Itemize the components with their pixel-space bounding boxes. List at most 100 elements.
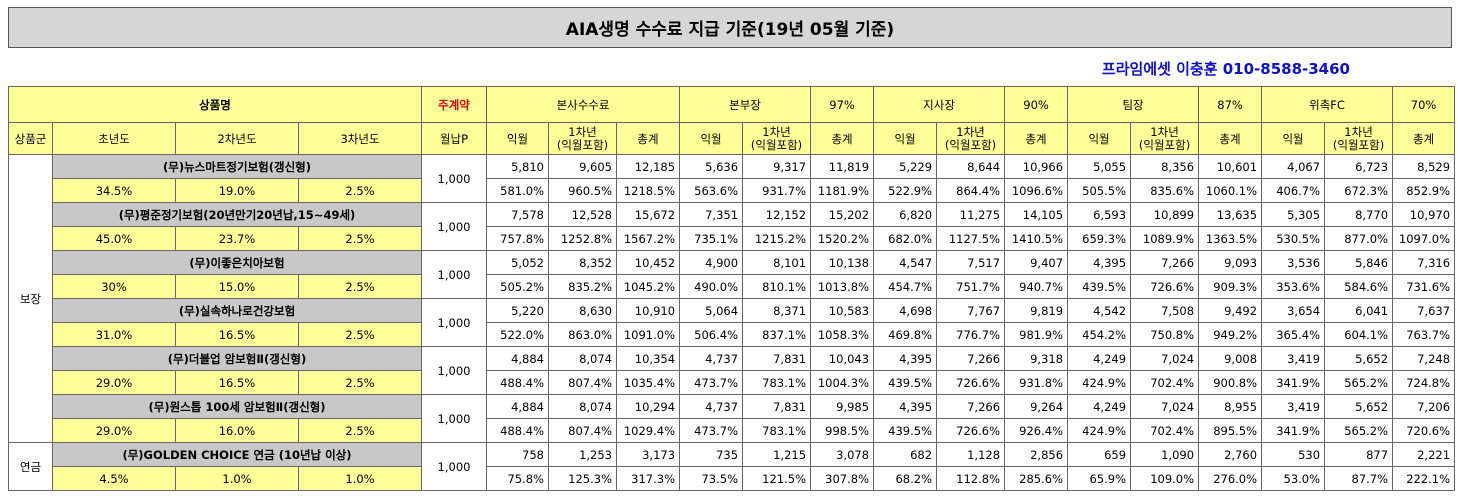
commission-rate: 735.1% bbox=[679, 226, 744, 251]
commission-rate: 75.8% bbox=[486, 466, 549, 491]
commission-rate: 726.6% bbox=[1130, 274, 1200, 299]
year-rate-y3: 2.5% bbox=[298, 226, 422, 251]
year-rate-y3: 2.5% bbox=[298, 418, 422, 443]
commission-amount: 1,128 bbox=[936, 442, 1006, 467]
commission-amount: 7,266 bbox=[936, 346, 1006, 371]
year-rate-y1: 29.0% bbox=[52, 370, 176, 395]
product-amount-row: 보장 (무)뉴스마트정기보험(갱신형) 1,000 5,810 9,605 12,185 5… bbox=[8, 154, 1456, 443]
monthly-premium: 1,000 bbox=[421, 394, 487, 443]
commission-rate: 353.6% bbox=[1261, 274, 1326, 299]
commission-rate: 931.8% bbox=[1004, 370, 1069, 395]
year-rate-y1: 31.0% bbox=[52, 322, 176, 347]
header-tier-hq: 본사수수료 bbox=[485, 86, 681, 123]
commission-amount: 11,819 bbox=[810, 154, 875, 179]
commission-rate: 1058.3% bbox=[810, 322, 875, 347]
subheader-first-year-line1: 1차년 bbox=[568, 124, 597, 139]
monthly-premium: 1,000 bbox=[421, 202, 487, 251]
commission-rate: 1091.0% bbox=[615, 322, 681, 347]
year-rate-y3: 2.5% bbox=[298, 178, 422, 203]
product-amount-row: (무)더블업 암보험Ⅱ(갱신형) 1,000 4,884 8,074 10,354 4,7… bbox=[9, 346, 1456, 395]
product-rate-row: 34.5% 19.0% 2.5% 581.0% 960.5% 1218.5% 563.6% 9… bbox=[9, 178, 1456, 203]
commission-amount: 5,055 bbox=[1067, 154, 1132, 179]
product-name: (무)뉴스마트정기보험(갱신형) bbox=[52, 154, 422, 179]
commission-rate: 469.8% bbox=[873, 322, 938, 347]
commission-amount: 9,008 bbox=[1198, 346, 1263, 371]
commission-amount: 8,371 bbox=[742, 298, 812, 323]
commission-amount: 5,220 bbox=[486, 298, 549, 323]
year-rate-y1: 29.0% bbox=[52, 418, 176, 443]
commission-rate: 1029.4% bbox=[615, 418, 681, 443]
year-rate-y2: 16.5% bbox=[175, 370, 299, 395]
commission-rate: 807.4% bbox=[548, 370, 617, 395]
product-name: (무)평준정기보험(20년만기20년납,15~49세) bbox=[52, 202, 422, 227]
commission-amount: 10,452 bbox=[615, 250, 681, 275]
commission-amount: 2,760 bbox=[1198, 442, 1263, 467]
commission-rate: 895.5% bbox=[1198, 418, 1263, 443]
commission-rate: 981.9% bbox=[1004, 322, 1069, 347]
commission-amount: 5,652 bbox=[1324, 394, 1394, 419]
commission-rate: 565.2% bbox=[1324, 370, 1394, 395]
commission-amount: 8,074 bbox=[548, 346, 617, 371]
commission-amount: 1,090 bbox=[1130, 442, 1200, 467]
subheader-next-month: 익월 bbox=[679, 122, 744, 155]
commission-amount: 4,698 bbox=[873, 298, 938, 323]
commission-amount: 8,644 bbox=[936, 154, 1006, 179]
commission-amount: 9,819 bbox=[1004, 298, 1069, 323]
commission-amount: 659 bbox=[1067, 442, 1132, 467]
commission-rate: 1013.8% bbox=[810, 274, 875, 299]
commission-rate: 473.7% bbox=[679, 418, 744, 443]
commission-amount: 6,723 bbox=[1324, 154, 1394, 179]
commission-rate: 65.9% bbox=[1067, 466, 1132, 491]
commission-rate: 783.1% bbox=[742, 370, 812, 395]
commission-rate: 341.9% bbox=[1261, 370, 1326, 395]
subheader-next-month: 익월 bbox=[486, 122, 549, 155]
product-amount-row: 연금 (무)GOLDEN CHOICE 연금 (10년납 이상) 1,000 758 1… bbox=[8, 442, 1456, 491]
commission-rate: 406.7% bbox=[1261, 178, 1326, 203]
commission-amount: 10,354 bbox=[615, 346, 681, 371]
subheader-total: 총계 bbox=[810, 122, 875, 155]
commission-rate: 505.5% bbox=[1067, 178, 1132, 203]
commission-rate: 276.0% bbox=[1198, 466, 1263, 491]
year-rate-y2: 15.0% bbox=[175, 274, 299, 299]
commission-rate: 1567.2% bbox=[615, 226, 681, 251]
commission-amount: 7,767 bbox=[936, 298, 1006, 323]
commission-rate: 454.2% bbox=[1067, 322, 1132, 347]
commission-rate: 931.7% bbox=[742, 178, 812, 203]
commission-amount: 7,351 bbox=[679, 202, 744, 227]
subheader-first-year-line1: 1차년 bbox=[762, 124, 791, 139]
commission-amount: 9,492 bbox=[1198, 298, 1263, 323]
commission-amount: 14,105 bbox=[1004, 202, 1069, 227]
commission-amount: 4,542 bbox=[1067, 298, 1132, 323]
commission-amount: 6,820 bbox=[873, 202, 938, 227]
commission-amount: 10,583 bbox=[810, 298, 875, 323]
product-group-label: 연금 bbox=[8, 442, 53, 491]
commission-rate: 1089.9% bbox=[1130, 226, 1200, 251]
product-name: (무)이좋은치아보험 bbox=[52, 250, 422, 275]
commission-amount: 735 bbox=[679, 442, 744, 467]
commission-amount: 8,356 bbox=[1130, 154, 1200, 179]
header-group: 상품군 bbox=[8, 122, 53, 155]
commission-amount: 3,078 bbox=[810, 442, 875, 467]
commission-rate: 439.5% bbox=[873, 370, 938, 395]
commission-amount: 10,601 bbox=[1198, 154, 1263, 179]
header-tier-division-pct: 97% bbox=[810, 86, 875, 123]
commission-amount: 8,770 bbox=[1324, 202, 1394, 227]
commission-rate: 424.9% bbox=[1067, 370, 1132, 395]
year-rate-y1: 34.5% bbox=[52, 178, 176, 203]
commission-rate: 1097.0% bbox=[1392, 226, 1456, 251]
commission-rate: 751.7% bbox=[936, 274, 1006, 299]
commission-rate: 73.5% bbox=[679, 466, 744, 491]
commission-rate: 900.8% bbox=[1198, 370, 1263, 395]
commission-rate: 68.2% bbox=[873, 466, 938, 491]
year-rate-y1: 4.5% bbox=[52, 466, 176, 491]
subheader-first-year: 1차년 (익월포함) bbox=[742, 122, 812, 155]
commission-amount: 10,043 bbox=[810, 346, 875, 371]
subheader-next-month: 익월 bbox=[1261, 122, 1326, 155]
commission-rate: 522.0% bbox=[486, 322, 549, 347]
commission-amount: 9,093 bbox=[1198, 250, 1263, 275]
commission-rate: 365.4% bbox=[1261, 322, 1326, 347]
commission-amount: 10,966 bbox=[1004, 154, 1069, 179]
commission-rate: 863.0% bbox=[548, 322, 617, 347]
commission-amount: 10,899 bbox=[1130, 202, 1200, 227]
commission-amount: 4,900 bbox=[679, 250, 744, 275]
